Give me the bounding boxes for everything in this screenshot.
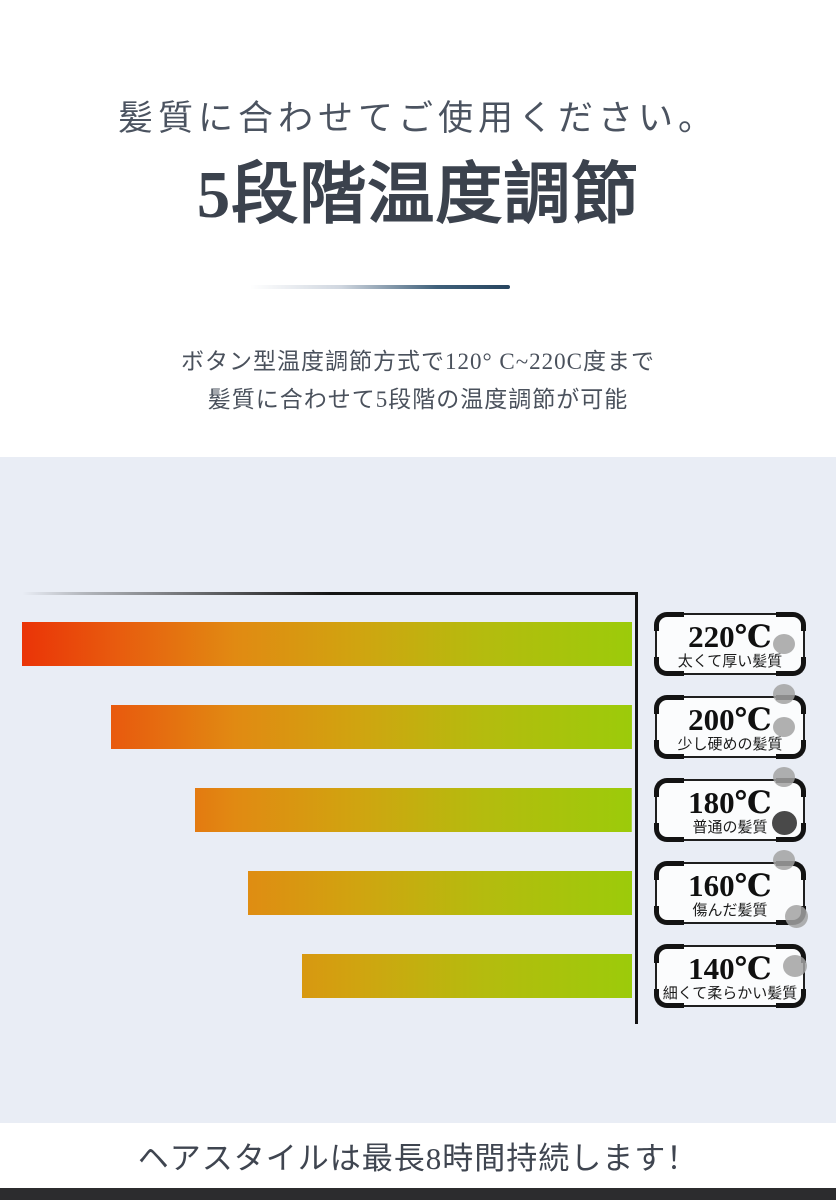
usage-subtitle: 髪質に合わせてご使用ください。 <box>117 99 718 138</box>
bracket-corner-icon <box>654 944 684 963</box>
temp-value: 140℃ <box>688 951 772 986</box>
bracket-corner-icon <box>654 861 684 880</box>
temp-bar-220 <box>22 622 632 666</box>
bracket-corner-icon <box>776 657 806 676</box>
bracket-corner-icon <box>654 906 684 925</box>
gray-dot-icon <box>773 767 795 787</box>
header-section: 髪質に合わせてご使用ください。 5段階温度調節 ボタン型温度調節方式で120° … <box>0 0 836 457</box>
bracket-corner-icon <box>654 657 684 676</box>
chart-frame-top-line <box>22 592 638 595</box>
temp-label-box-220: 220℃ 太くて厚い髪質 <box>654 612 806 676</box>
gray-dot-icon <box>785 905 808 928</box>
hair-type-label: 傷んだ髪質 <box>692 903 768 919</box>
bracket-corner-icon <box>776 823 806 842</box>
bracket-corner-icon <box>654 989 684 1008</box>
temp-bar-180 <box>195 788 632 832</box>
bracket-corner-icon <box>654 612 684 631</box>
temp-bar-140 <box>302 954 632 998</box>
bottom-black-bar <box>0 1188 836 1200</box>
bracket-corner-icon <box>654 740 684 759</box>
gray-dot-icon <box>773 850 795 870</box>
bracket-corner-icon <box>776 740 806 759</box>
temp-label-box-140: 140℃ 細くて柔らかい髪質 <box>654 944 807 1008</box>
bracket-corner-icon <box>776 989 806 1008</box>
hair-type-label: 太くて厚い髪質 <box>677 654 783 670</box>
hair-type-label: 細くて柔らかい髪質 <box>662 986 798 1002</box>
footer-banner: ヘアスタイルは最長8時間持続します！ <box>0 1123 836 1188</box>
temperature-bars <box>22 622 632 1037</box>
hair-type-label: 普通の髪質 <box>692 820 768 836</box>
footer-text: ヘアスタイルは最長8時間持続します！ <box>137 1141 699 1176</box>
gray-dot-icon <box>783 955 807 977</box>
gray-dot-icon <box>773 634 795 654</box>
description-line-2: 髪質に合わせて5段階の温度調節が可能 <box>207 387 629 412</box>
bracket-corner-icon <box>776 612 806 631</box>
temp-value: 160℃ <box>688 868 772 903</box>
temp-value: 200℃ <box>688 702 772 737</box>
temp-bar-200 <box>111 705 632 749</box>
description-line-1: ボタン型温度調節方式で120° C~220C度まで <box>180 349 656 374</box>
temp-value: 180℃ <box>688 785 772 820</box>
bracket-corner-icon <box>654 823 684 842</box>
bracket-corner-icon <box>654 695 684 714</box>
chart-frame-right-line <box>635 592 638 1024</box>
description-block: ボタン型温度調節方式で120° C~220C度まで 髪質に合わせて5段階の温度調… <box>0 343 836 419</box>
temp-label-box-180: 180℃ 普通の髪質 <box>654 767 806 842</box>
bracket-corner-icon <box>776 944 806 963</box>
temp-value: 220℃ <box>688 619 772 654</box>
temp-label-box-200: 200℃ 少し硬めの髪質 <box>654 684 806 759</box>
temp-label-box-160: 160℃ 傷んだ髪質 <box>654 850 808 928</box>
gray-dot-icon <box>772 811 797 835</box>
gradient-divider <box>250 285 510 289</box>
temperature-labels: 220℃ 太くて厚い髪質 200℃ 少し硬めの髪質 180℃ 普通の髪質 160℃ 傷んだ髪質… <box>654 612 808 1028</box>
gray-dot-icon <box>773 717 795 737</box>
temperature-chart-section: 220℃ 太くて厚い髪質 200℃ 少し硬めの髪質 180℃ 普通の髪質 160℃ 傷んだ髪質… <box>0 457 836 1123</box>
hair-type-label: 少し硬めの髪質 <box>677 737 783 753</box>
bracket-corner-icon <box>654 778 684 797</box>
temp-bar-160 <box>247 871 632 915</box>
gray-dot-icon <box>773 684 795 704</box>
page-title: 5段階温度調節 <box>196 158 640 232</box>
